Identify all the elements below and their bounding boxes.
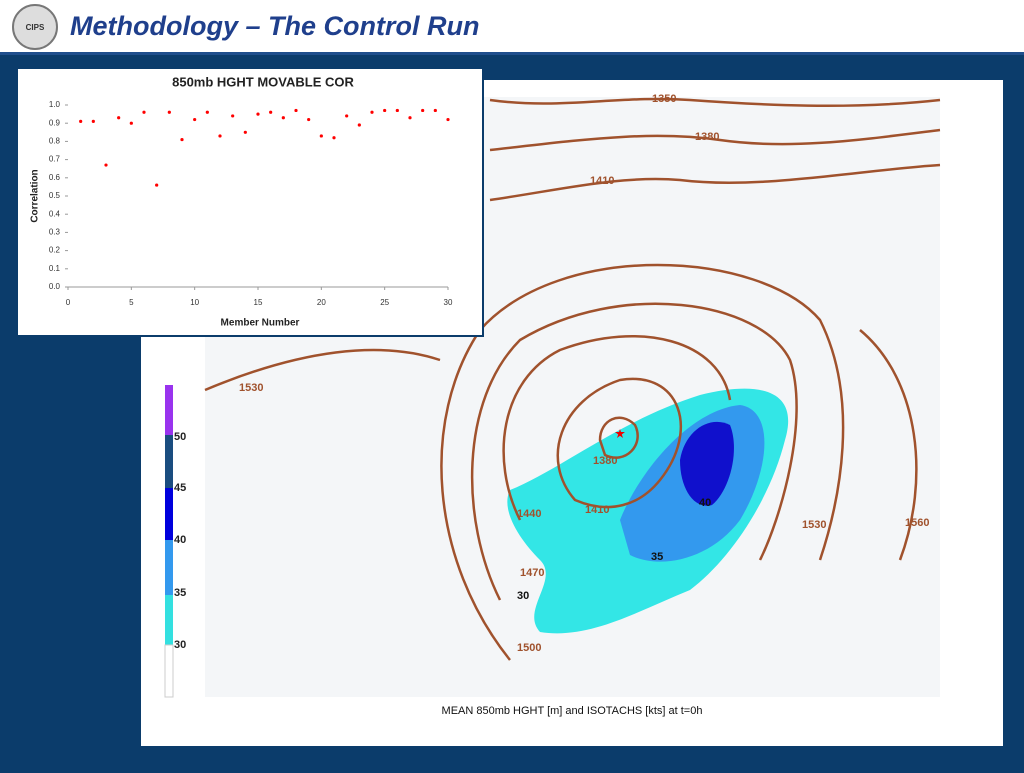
map-caption: MEAN 850mb HGHT [m] and ISOTACHS [kts] a…	[442, 705, 703, 717]
point	[104, 163, 108, 167]
isotach-label: 40	[699, 497, 711, 509]
y-tick-label: 0.4	[49, 209, 61, 218]
y-axis-label: Correlation	[30, 169, 41, 222]
slide-title: Methodology – The Control Run	[70, 11, 479, 41]
x-tick-label: 15	[254, 298, 263, 307]
x-tick-label: 30	[444, 298, 453, 307]
map: 30 35 40 45 50 1350 1380 1410 1530 1380 …	[164, 93, 941, 698]
x-tick-label: 5	[129, 298, 134, 307]
contour-label: 1500	[517, 642, 541, 654]
colorbar	[164, 385, 174, 698]
point	[129, 121, 133, 125]
point	[91, 119, 95, 123]
x-tick-label: 10	[190, 298, 199, 307]
point	[269, 110, 273, 114]
contour-label: 1350	[652, 93, 676, 105]
point	[231, 114, 235, 118]
y-tick-label: 0.6	[49, 173, 61, 182]
contour-label: 1440	[517, 508, 541, 520]
point	[395, 108, 399, 113]
colorbar-label: 35	[174, 587, 186, 599]
point	[155, 183, 159, 187]
point	[433, 108, 437, 113]
contour-label: 1470	[520, 567, 544, 579]
colorbar-label: 45	[174, 482, 186, 494]
point	[307, 117, 311, 122]
x-tick-label: 25	[380, 298, 389, 307]
y-tick-label: 0.0	[49, 282, 61, 291]
point	[256, 112, 260, 116]
point	[180, 137, 184, 142]
point	[370, 110, 374, 114]
contour-label: 1410	[585, 504, 609, 516]
x-tick-label: 0	[66, 298, 71, 307]
isotach-label: 35	[651, 551, 663, 563]
x-axis-label: Member Number	[221, 318, 300, 329]
chart-title: 850mb HGHT MOVABLE COR	[172, 74, 354, 89]
isotach-40	[680, 421, 734, 506]
point	[383, 108, 387, 113]
colorbar-label: 30	[174, 639, 186, 651]
logo	[12, 4, 58, 50]
logo-text: CIPS	[26, 23, 45, 32]
point	[243, 130, 247, 134]
y-tick-label: 0.3	[49, 228, 61, 237]
y-tick-label: 0.5	[49, 191, 61, 200]
point	[193, 117, 197, 122]
header-rule	[0, 52, 1024, 55]
point	[345, 114, 349, 118]
y-tick-label: 0.8	[49, 137, 61, 146]
y-tick-label: 0.2	[49, 246, 61, 255]
chart-panel	[16, 67, 484, 337]
point	[421, 108, 425, 113]
contour-label: 1380	[593, 455, 617, 467]
point	[408, 116, 412, 120]
contour-label: 1380	[695, 131, 719, 143]
y-tick-label: 0.9	[49, 118, 61, 127]
event-star	[615, 429, 625, 438]
header-band	[0, 0, 1024, 52]
point	[218, 134, 222, 138]
point	[205, 110, 209, 114]
point	[167, 110, 171, 114]
isotach-label: 30	[517, 590, 529, 602]
contour-label: 1530	[802, 519, 826, 531]
point	[357, 123, 361, 127]
point	[281, 116, 285, 120]
contour-label: 1410	[590, 175, 614, 187]
y-tick-label: 0.1	[49, 264, 61, 273]
y-tick-label: 1.0	[49, 100, 61, 109]
contour-label: 1530	[239, 382, 263, 394]
point	[446, 117, 450, 122]
point	[117, 116, 121, 120]
point	[79, 119, 83, 123]
point	[319, 134, 323, 138]
height-contours	[204, 97, 941, 661]
x-tick-label: 20	[317, 298, 326, 307]
contour-label: 1560	[905, 517, 929, 529]
point	[332, 136, 336, 140]
point	[142, 110, 146, 114]
point	[294, 108, 298, 113]
y-tick-label: 0.7	[49, 155, 61, 164]
colorbar-label: 50	[174, 431, 186, 443]
colorbar-label: 40	[174, 534, 186, 546]
